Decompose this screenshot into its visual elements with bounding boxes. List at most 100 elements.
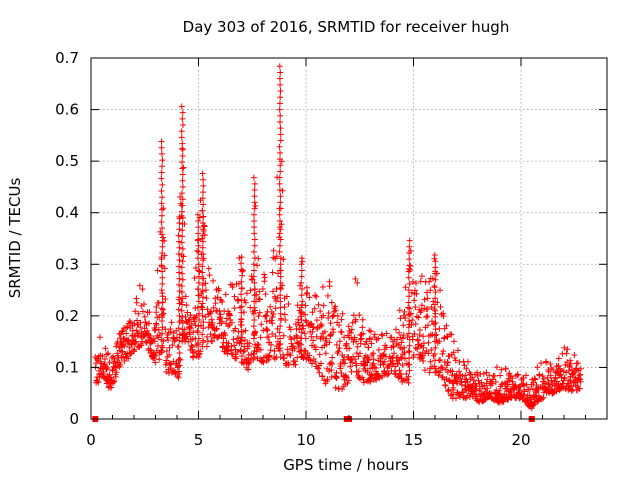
data-point bbox=[281, 303, 288, 310]
data-point bbox=[199, 343, 206, 350]
data-point bbox=[394, 336, 401, 343]
data-point bbox=[111, 358, 118, 365]
data-point bbox=[493, 364, 500, 371]
data-point bbox=[176, 269, 183, 276]
data-point bbox=[195, 217, 202, 224]
y-tick-label: 0 bbox=[69, 410, 79, 428]
data-point bbox=[177, 356, 184, 363]
data-point bbox=[217, 311, 224, 318]
data-point bbox=[399, 335, 406, 342]
data-point bbox=[166, 351, 173, 358]
data-point bbox=[251, 236, 258, 243]
data-point bbox=[425, 339, 432, 346]
data-point bbox=[159, 324, 166, 331]
data-point bbox=[158, 144, 165, 151]
data-point bbox=[251, 180, 258, 187]
data-point bbox=[133, 327, 140, 334]
data-point bbox=[334, 312, 341, 319]
data-point bbox=[339, 386, 346, 393]
data-point bbox=[321, 377, 328, 384]
data-point bbox=[223, 315, 230, 322]
data-point bbox=[531, 399, 538, 406]
data-point bbox=[473, 391, 480, 398]
data-point bbox=[159, 194, 166, 201]
data-point bbox=[276, 187, 283, 194]
data-point bbox=[119, 349, 126, 356]
data-point bbox=[325, 310, 332, 317]
data-point bbox=[250, 350, 257, 357]
data-point bbox=[250, 261, 257, 268]
data-point bbox=[277, 149, 284, 156]
data-point bbox=[405, 287, 412, 294]
data-point bbox=[202, 287, 209, 294]
data-point bbox=[267, 303, 274, 310]
data-point bbox=[158, 342, 165, 349]
data-point bbox=[142, 319, 149, 326]
data-point bbox=[162, 295, 169, 302]
data-point bbox=[200, 226, 207, 233]
data-point bbox=[543, 359, 550, 366]
data-point bbox=[277, 255, 284, 262]
data-point bbox=[298, 354, 305, 361]
data-point bbox=[390, 343, 397, 350]
data-point bbox=[161, 265, 168, 272]
data-point bbox=[133, 299, 140, 306]
data-point bbox=[175, 325, 182, 332]
data-point bbox=[195, 236, 202, 243]
data-point bbox=[200, 176, 207, 183]
data-point bbox=[329, 360, 336, 367]
data-point bbox=[427, 358, 434, 365]
x-axis-label: GPS time / hours bbox=[283, 456, 409, 474]
data-point bbox=[225, 340, 232, 347]
data-point bbox=[199, 288, 206, 295]
data-point bbox=[401, 355, 408, 362]
data-point bbox=[523, 372, 530, 379]
data-point bbox=[420, 333, 427, 340]
data-point bbox=[406, 361, 413, 368]
chart-title: Day 303 of 2016, SRMTID for receiver hug… bbox=[183, 18, 510, 36]
data-point bbox=[239, 272, 246, 279]
data-point bbox=[251, 292, 258, 299]
data-point bbox=[319, 372, 326, 379]
data-point bbox=[298, 329, 305, 336]
data-point bbox=[179, 214, 186, 221]
data-point bbox=[231, 293, 238, 300]
data-point bbox=[178, 289, 185, 296]
data-point bbox=[261, 274, 268, 281]
data-point bbox=[141, 313, 148, 320]
data-point bbox=[159, 163, 166, 170]
data-point bbox=[418, 353, 425, 360]
data-point bbox=[297, 282, 304, 289]
data-point bbox=[229, 284, 236, 291]
data-point bbox=[219, 298, 226, 305]
data-point bbox=[277, 125, 284, 132]
data-point bbox=[414, 345, 421, 352]
data-point bbox=[367, 328, 374, 335]
data-point bbox=[102, 345, 109, 352]
data-point bbox=[159, 268, 166, 275]
data-point bbox=[106, 359, 113, 366]
data-point bbox=[363, 338, 370, 345]
data-point bbox=[199, 269, 206, 276]
data-point bbox=[486, 372, 493, 379]
data-point bbox=[319, 283, 326, 290]
data-point bbox=[192, 305, 199, 312]
data-point bbox=[406, 256, 413, 263]
data-point bbox=[444, 334, 451, 341]
data-point bbox=[179, 183, 186, 190]
data-point bbox=[318, 322, 325, 329]
data-point bbox=[576, 385, 583, 392]
data-point bbox=[577, 378, 584, 385]
data-point bbox=[246, 359, 253, 366]
data-point bbox=[250, 273, 257, 280]
data-point bbox=[276, 347, 283, 354]
data-point bbox=[111, 378, 118, 385]
x-tick-label: 5 bbox=[194, 431, 204, 449]
data-point bbox=[347, 363, 354, 370]
data-point bbox=[158, 150, 165, 157]
data-point bbox=[195, 224, 202, 231]
data-point bbox=[531, 375, 538, 382]
data-point bbox=[437, 303, 444, 310]
data-point bbox=[336, 322, 343, 329]
data-point bbox=[540, 375, 547, 382]
